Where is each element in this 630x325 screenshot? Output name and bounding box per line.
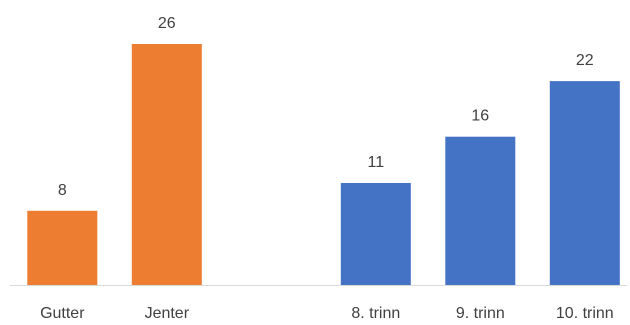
bar-gutter: [27, 210, 98, 285]
category-label: Jenter: [145, 305, 190, 322]
bar-jenter: [131, 44, 202, 285]
bar-10-trinn: [549, 81, 620, 285]
category-label: 8. trinn: [351, 305, 400, 322]
value-labels-group: 8 26 11 16 22: [58, 15, 594, 199]
category-label: Gutter: [40, 305, 85, 322]
category-label: 10. trinn: [556, 305, 614, 322]
value-label: 26: [158, 15, 176, 32]
value-label: 22: [576, 52, 594, 69]
category-labels-group: Gutter Jenter 8. trinn 9. trinn 10. trinn: [40, 305, 614, 322]
value-label: 8: [58, 182, 67, 199]
bar-8-trinn: [340, 183, 411, 285]
category-label: 9. trinn: [456, 305, 505, 322]
value-label: 16: [471, 108, 489, 125]
value-label: 11: [367, 154, 384, 171]
bars-group: [27, 44, 620, 285]
bar-9-trinn: [445, 136, 516, 285]
